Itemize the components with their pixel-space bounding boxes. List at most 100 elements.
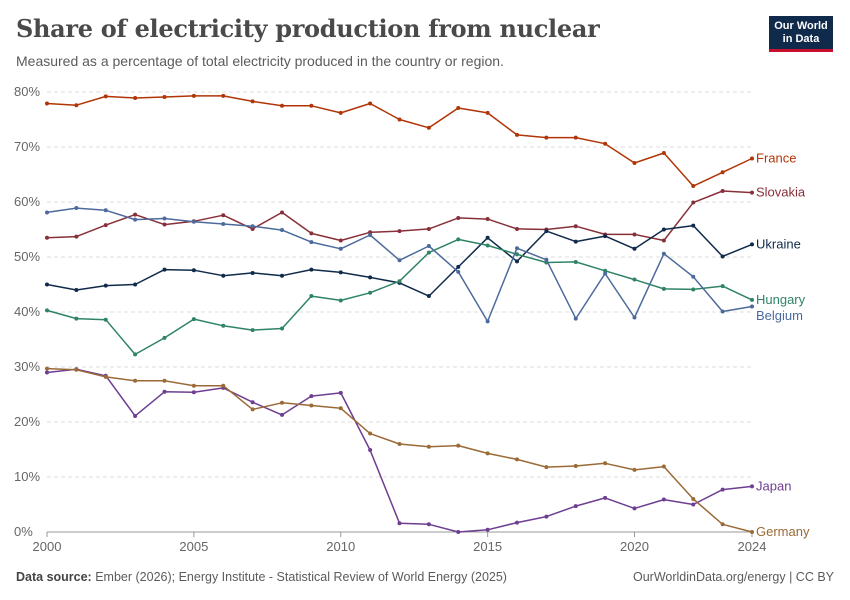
data-point-japan	[133, 413, 138, 418]
data-point-japan	[485, 527, 490, 532]
data-point-germany	[133, 378, 138, 383]
data-point-japan	[456, 530, 461, 534]
data-point-belgium	[162, 216, 167, 221]
x-tick-label: 2000	[33, 539, 62, 554]
data-point-hungary	[74, 316, 79, 321]
data-point-france	[720, 170, 725, 175]
data-point-japan	[45, 370, 49, 375]
data-point-belgium	[632, 315, 637, 320]
data-point-germany	[632, 467, 637, 472]
source-label: Data source:	[16, 570, 92, 584]
data-point-slovakia	[309, 231, 314, 236]
data-point-hungary	[368, 290, 373, 295]
chart-title: Share of electricity production from nuc…	[16, 14, 600, 43]
data-point-belgium	[544, 257, 549, 262]
data-point-ukraine	[426, 294, 431, 299]
data-point-france	[515, 132, 519, 137]
series-line-japan	[46, 368, 753, 533]
logo-line-2: in Data	[782, 33, 820, 45]
data-point-slovakia	[74, 234, 79, 239]
data-point-japan	[280, 412, 284, 417]
data-point-slovakia	[750, 190, 754, 195]
data-point-ukraine	[221, 273, 226, 278]
data-point-belgium	[191, 219, 196, 224]
data-point-france	[45, 101, 49, 106]
data-point-hungary	[691, 287, 696, 292]
data-point-belgium	[515, 246, 519, 251]
data-point-hungary	[573, 259, 578, 264]
line-chart: 0% 10% 20% 30% 40% 50% 60% 70% 80% 2000 2005 2010 20…	[14, 84, 810, 554]
data-point-france	[74, 103, 79, 108]
data-point-ukraine	[250, 270, 255, 275]
data-point-germany	[485, 451, 490, 456]
data-point-hungary	[133, 352, 138, 357]
data-point-france	[632, 160, 637, 165]
data-point-germany	[661, 464, 666, 469]
data-point-germany	[250, 407, 255, 412]
data-point-ukraine	[632, 246, 637, 251]
source-text[interactable]: Ember (2026); Energy Institute - Statist…	[95, 570, 507, 584]
data-point-belgium	[397, 258, 402, 263]
data-point-slovakia	[661, 238, 666, 243]
series-label-ukraine: Ukraine	[756, 236, 801, 251]
data-point-slovakia	[515, 226, 519, 231]
data-point-ukraine	[368, 275, 373, 280]
data-point-japan	[368, 448, 373, 453]
data-point-hungary	[456, 237, 461, 242]
data-point-germany	[456, 443, 461, 448]
data-point-slovakia	[691, 200, 696, 205]
data-point-japan	[426, 522, 431, 527]
data-point-france	[221, 93, 226, 98]
y-tick-label: 30%	[14, 359, 40, 374]
data-point-slovakia	[485, 217, 490, 222]
data-point-hungary	[280, 326, 284, 331]
data-point-germany	[544, 465, 549, 470]
data-point-slovakia	[338, 238, 343, 243]
data-point-france	[397, 117, 402, 122]
data-point-slovakia	[45, 235, 49, 240]
data-point-belgium	[573, 316, 578, 321]
data-point-germany	[103, 374, 108, 379]
data-point-belgium	[250, 224, 255, 229]
data-point-slovakia	[133, 212, 138, 217]
data-point-france	[750, 156, 754, 161]
data-point-ukraine	[544, 229, 549, 234]
data-point-ukraine	[750, 242, 754, 247]
data-point-hungary	[603, 268, 608, 273]
data-point-hungary	[661, 286, 666, 291]
owid-logo[interactable]: Our World in Data	[769, 16, 833, 52]
data-point-slovakia	[456, 215, 461, 220]
data-point-belgium	[720, 309, 725, 314]
data-point-ukraine	[603, 234, 608, 239]
data-point-belgium	[280, 228, 284, 233]
data-point-ukraine	[338, 270, 343, 275]
series-line-belgium	[46, 207, 753, 323]
data-point-japan	[338, 390, 343, 395]
data-point-france	[250, 99, 255, 104]
y-tick-label: 80%	[14, 84, 40, 99]
series-label-hungary: Hungary	[756, 292, 806, 307]
data-point-ukraine	[573, 239, 578, 244]
data-point-slovakia	[397, 229, 402, 234]
series-label-japan: Japan	[756, 478, 791, 493]
footer-credit[interactable]: OurWorldinData.org/energy | CC BY	[632, 570, 834, 584]
data-point-slovakia	[221, 213, 226, 218]
data-point-belgium	[103, 208, 108, 213]
data-point-belgium	[309, 240, 314, 245]
data-point-france	[485, 110, 490, 115]
data-point-japan	[661, 497, 666, 502]
data-point-belgium	[368, 233, 373, 237]
data-point-france	[162, 94, 167, 99]
series-label-germany: Germany	[756, 524, 810, 539]
data-point-germany	[45, 366, 49, 371]
data-point-japan	[162, 389, 167, 394]
data-point-slovakia	[632, 232, 637, 237]
data-point-hungary	[720, 284, 725, 289]
data-point-slovakia	[103, 223, 108, 228]
data-point-france	[368, 101, 373, 106]
data-point-belgium	[338, 246, 343, 251]
data-point-belgium	[456, 269, 461, 274]
data-point-ukraine	[280, 273, 284, 278]
data-point-france	[426, 125, 431, 130]
data-point-germany	[221, 383, 226, 388]
